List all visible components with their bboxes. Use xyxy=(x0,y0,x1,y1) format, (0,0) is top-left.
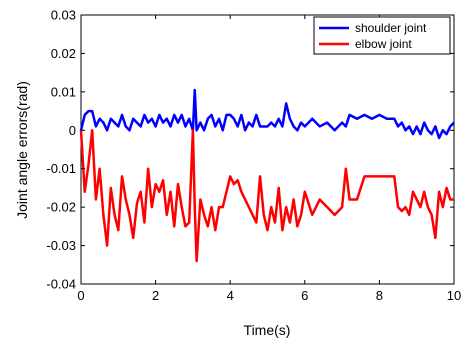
y-tick-label: 0.01 xyxy=(51,84,76,99)
y-tick-label: -0.01 xyxy=(46,161,76,176)
legend-label-shoulder-joint: shoulder joint xyxy=(355,21,427,35)
legend: shoulder joint elbow joint xyxy=(313,16,451,55)
x-tick-label: 6 xyxy=(301,288,308,303)
plot-area xyxy=(80,14,455,285)
y-tick-label: -0.02 xyxy=(46,200,76,215)
y-tick-label: 0 xyxy=(69,123,76,138)
x-tick-label: 0 xyxy=(77,288,84,303)
series-line-elbow-joint xyxy=(79,129,454,263)
y-axis-label: Joint angle errors(rad) xyxy=(14,81,30,219)
y-tick-label: -0.03 xyxy=(46,238,76,253)
plot-frame xyxy=(80,14,455,285)
series-line-shoulder-joint xyxy=(79,88,455,140)
y-tick-label: -0.04 xyxy=(46,277,76,292)
x-tick-label: 2 xyxy=(152,288,159,303)
legend-box xyxy=(313,16,451,55)
x-axis-ticks: 0 2 4 6 8 10 xyxy=(77,15,461,303)
y-tick-label: 0.03 xyxy=(51,8,76,23)
x-tick-label: 10 xyxy=(447,288,461,303)
x-axis-label: Time(s) xyxy=(244,322,291,338)
x-tick-label: 8 xyxy=(376,288,383,303)
y-axis-ticks: -0.04 -0.03 -0.02 -0.01 0 0.01 0.02 0.03 xyxy=(46,8,454,292)
x-tick-label: 4 xyxy=(227,288,234,303)
legend-label-elbow-joint: elbow joint xyxy=(355,37,412,51)
series-layer xyxy=(79,88,455,263)
y-tick-label: 0.02 xyxy=(51,46,76,61)
